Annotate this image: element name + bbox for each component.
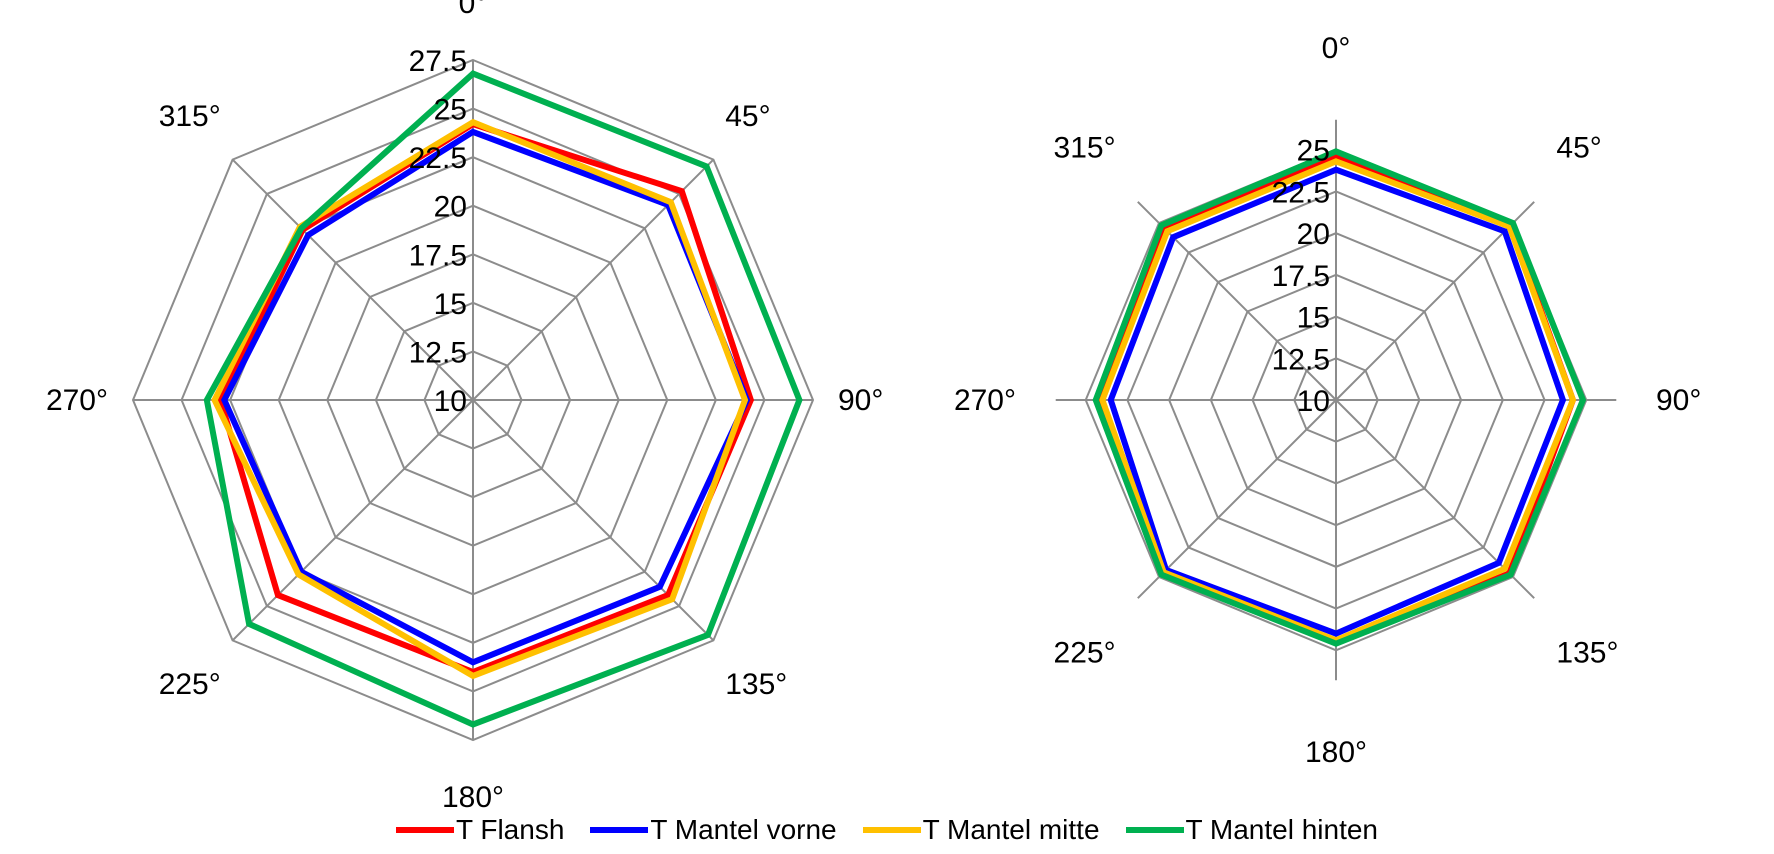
- angle-label-225: 225°: [159, 668, 221, 701]
- spoke-135: [1335, 399, 1535, 599]
- tick-label-12-5: 12.5: [409, 336, 467, 369]
- legend-swatch-t-mantel-vorne: [590, 827, 649, 833]
- legend-item-t-mantel-hinten: T Mantel hinten: [1125, 814, 1379, 846]
- spoke-225: [1137, 399, 1337, 599]
- series-line-t-flansh: [217, 120, 755, 676]
- angle-label-45: 45°: [1556, 132, 1601, 165]
- tick-label-17-5: 17.5: [409, 239, 467, 272]
- tick-label-15: 15: [1297, 302, 1330, 335]
- series-line-t-mantel-hinten: [1092, 148, 1587, 647]
- series-line-t-mantel-hinten: [203, 70, 803, 728]
- tick-label-27-5: 27.5: [409, 45, 467, 78]
- legend-label-t-flansh: T Flansh: [455, 814, 565, 845]
- angle-label-90: 90°: [838, 384, 883, 417]
- tick-label-22-5: 22.5: [1272, 176, 1330, 209]
- angle-label-180: 180°: [1305, 736, 1367, 769]
- legend-label-t-mantel-mitte: T Mantel mitte: [922, 814, 1100, 845]
- angle-label-180: 180°: [442, 781, 504, 814]
- angle-label-270: 270°: [46, 384, 108, 417]
- angle-label-0: 0°: [1322, 32, 1351, 65]
- series-line-t-mantel-mitte: [1099, 158, 1577, 644]
- legend-label-t-mantel-vorne: T Mantel vorne: [650, 814, 837, 845]
- spoke-315: [1137, 201, 1337, 401]
- tick-label-10: 10: [434, 385, 467, 418]
- tick-label-20: 20: [434, 191, 467, 224]
- tick-label-25: 25: [1297, 135, 1330, 168]
- tick-label-20: 20: [1297, 218, 1330, 251]
- tick-label-12-5: 12.5: [1272, 343, 1330, 376]
- tick-label-25: 25: [434, 94, 467, 127]
- angle-label-315: 315°: [1054, 132, 1116, 165]
- angle-label-270: 270°: [954, 384, 1016, 417]
- tick-label-10: 10: [1297, 385, 1330, 418]
- tick-label-15: 15: [434, 288, 467, 321]
- series-line-t-mantel-vorne: [1107, 166, 1567, 637]
- legend-item-t-mantel-vorne: T Mantel vorne: [590, 814, 837, 846]
- legend-swatch-t-mantel-mitte: [862, 827, 921, 833]
- angle-label-45: 45°: [725, 100, 770, 133]
- radar-chart-right: 10 12.5 15 17.5 20 22.5 25 0° 45° 90° 135° 180° 225°…: [954, 32, 1701, 769]
- angle-label-90: 90°: [1656, 384, 1701, 417]
- tick-label-17-5: 17.5: [1272, 260, 1330, 293]
- legend-swatch-t-flansh: [395, 827, 454, 833]
- spoke-225: [231, 399, 474, 642]
- legend: T Flansh T Mantel vorne T Mantel mitte T…: [0, 812, 1774, 848]
- spoke-45: [1335, 201, 1535, 401]
- spoke-45: [472, 158, 715, 401]
- spoke-135: [472, 399, 715, 642]
- tick-label-22-5: 22.5: [409, 142, 467, 175]
- legend-item-t-flansh: T Flansh: [395, 814, 565, 846]
- legend-swatch-t-mantel-hinten: [1125, 827, 1184, 833]
- radar-chart-left: 10 12.5 15 17.5 20 22.5 25 27.5 0° 45° 90° 135° 180°…: [46, 0, 883, 814]
- angle-label-135: 135°: [1556, 636, 1618, 669]
- legend-item-t-mantel-mitte: T Mantel mitte: [862, 814, 1100, 846]
- spoke-315: [231, 158, 474, 401]
- legend-label-t-mantel-hinten: T Mantel hinten: [1185, 814, 1379, 845]
- angle-label-0: 0°: [459, 0, 488, 20]
- angle-label-135: 135°: [725, 668, 787, 701]
- angle-label-225: 225°: [1054, 636, 1116, 669]
- angle-label-315: 315°: [159, 100, 221, 133]
